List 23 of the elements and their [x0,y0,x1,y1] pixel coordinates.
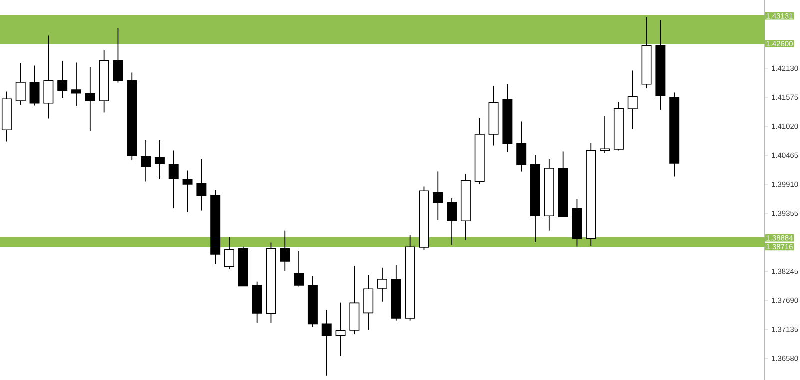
candlestick [600,116,610,154]
candlestick [44,35,54,120]
candlestick [516,121,527,172]
candlestick [280,230,290,272]
candlestick [182,170,193,213]
candlestick [336,302,346,357]
candlestick [30,65,40,106]
candlestick [294,250,304,288]
candlestick [168,150,179,209]
candlestick [16,62,26,106]
candlestick [154,140,165,180]
candlestick [433,171,444,221]
candlestick [196,158,207,212]
candlestick [378,267,388,302]
candlestick [58,60,68,99]
candlestick [72,62,82,107]
candlestick [113,28,124,84]
candlestick [141,140,152,182]
candlestick [447,198,458,246]
candlestick [85,66,96,132]
candlestick [628,70,638,130]
candlestick [322,310,332,376]
candlestick [224,237,234,270]
